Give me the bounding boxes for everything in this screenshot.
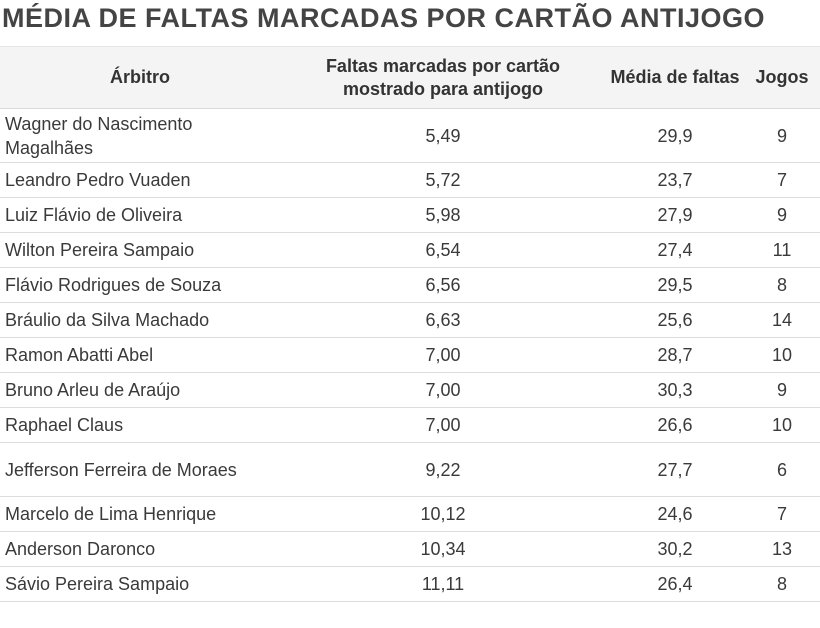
table-row: Jefferson Ferreira de Moraes 9,22 27,7 6 <box>0 443 820 497</box>
cell-jogos: 9 <box>776 125 787 146</box>
table-row: Bráulio da Silva Machado 6,63 25,6 14 <box>0 303 820 338</box>
cell-faltas-por-cartao: 6,63 <box>425 310 461 330</box>
cell-media-faltas: 27,4 <box>657 240 693 260</box>
header-faltas-por-cartao: Faltas marcadas por cartão mostrado para… <box>280 46 606 109</box>
cell-media-faltas: 30,2 <box>657 539 693 559</box>
cell-faltas-por-cartao: 5,72 <box>425 170 461 190</box>
cell-arbitro: Marcelo de Lima Henrique <box>5 504 217 524</box>
cell-arbitro: Wilton Pereira Sampaio <box>5 240 195 260</box>
table-row: Leandro Pedro Vuaden 5,72 23,7 7 <box>0 163 820 198</box>
cell-jogos: 11 <box>772 240 792 260</box>
cell-media-faltas: 27,9 <box>657 205 693 225</box>
cell-arbitro: Wagner do Nascimento Magalhães <box>5 113 193 158</box>
cell-media-faltas: 28,7 <box>657 345 693 365</box>
table-row: Raphael Claus 7,00 26,6 10 <box>0 408 820 443</box>
cell-jogos: 10 <box>771 415 793 435</box>
table-row: Luiz Flávio de Oliveira 5,98 27,9 9 <box>0 198 820 233</box>
cell-faltas-por-cartao: 7,00 <box>425 380 461 400</box>
header-row: Árbitro Faltas marcadas por cartão mostr… <box>0 46 820 109</box>
cell-jogos: 9 <box>776 380 787 400</box>
cell-arbitro: Leandro Pedro Vuaden <box>5 170 191 190</box>
table-row: Sávio Pereira Sampaio 11,11 26,4 8 <box>0 567 820 602</box>
table-row: Wilton Pereira Sampaio 6,54 27,4 11 <box>0 233 820 268</box>
table-row: Marcelo de Lima Henrique 10,12 24,6 7 <box>0 497 820 532</box>
table-row: Ramon Abatti Abel 7,00 28,7 10 <box>0 338 820 373</box>
cell-faltas-por-cartao: 6,54 <box>425 240 461 260</box>
cell-arbitro: Ramon Abatti Abel <box>5 345 154 365</box>
cell-faltas-por-cartao: 7,00 <box>425 345 461 365</box>
cell-arbitro: Sávio Pereira Sampaio <box>5 574 190 594</box>
table-row: Flávio Rodrigues de Souza 6,56 29,5 8 <box>0 268 820 303</box>
cell-faltas-por-cartao: 5,98 <box>425 205 461 225</box>
cell-faltas-por-cartao: 9,22 <box>425 459 461 480</box>
table-title: MÉDIA DE FALTAS MARCADAS POR CARTÃO ANTI… <box>2 3 765 33</box>
cell-faltas-por-cartao: 5,49 <box>425 125 461 146</box>
cell-faltas-por-cartao: 7,00 <box>425 415 461 435</box>
cell-faltas-por-cartao: 11,11 <box>421 574 465 594</box>
cell-media-faltas: 30,3 <box>657 380 693 400</box>
header-arbitro: Árbitro <box>0 46 280 109</box>
referee-fouls-table: Árbitro Faltas marcadas por cartão mostr… <box>0 46 820 602</box>
cell-arbitro: Bráulio da Silva Machado <box>5 310 210 330</box>
cell-media-faltas: 29,9 <box>657 125 693 146</box>
cell-media-faltas: 26,6 <box>657 415 693 435</box>
table-row: Anderson Daronco 10,34 30,2 13 <box>0 532 820 567</box>
header-jogos: Jogos <box>744 46 820 109</box>
cell-jogos: 9 <box>776 205 787 225</box>
cell-arbitro: Raphael Claus <box>5 415 124 435</box>
cell-jogos: 7 <box>776 170 787 190</box>
cell-jogos: 14 <box>771 310 793 330</box>
table-row: Wagner do Nascimento Magalhães 5,49 29,9 9 <box>0 109 820 163</box>
cell-jogos: 8 <box>776 574 787 594</box>
cell-faltas-por-cartao: 10,12 <box>420 504 466 524</box>
cell-arbitro: Jefferson Ferreira de Moraes <box>5 459 237 480</box>
cell-jogos: 10 <box>771 345 793 365</box>
cell-arbitro: Flávio Rodrigues de Souza <box>5 275 222 295</box>
cell-jogos: 6 <box>776 459 787 480</box>
cell-arbitro: Bruno Arleu de Araújo <box>5 380 181 400</box>
cell-jogos: 8 <box>776 275 787 295</box>
cell-arbitro: Anderson Daronco <box>5 539 156 559</box>
cell-media-faltas: 27,7 <box>657 459 693 480</box>
cell-media-faltas: 26,4 <box>657 574 693 594</box>
cell-faltas-por-cartao: 6,56 <box>425 275 461 295</box>
cell-jogos: 13 <box>771 539 793 559</box>
cell-media-faltas: 23,7 <box>657 170 693 190</box>
header-media-faltas: Média de faltas <box>606 46 744 109</box>
cell-faltas-por-cartao: 10,34 <box>420 539 466 559</box>
cell-jogos: 7 <box>776 504 787 524</box>
cell-media-faltas: 24,6 <box>657 504 693 524</box>
cell-media-faltas: 25,6 <box>657 310 693 330</box>
cell-media-faltas: 29,5 <box>657 275 693 295</box>
cell-arbitro: Luiz Flávio de Oliveira <box>5 205 183 225</box>
table-body: Wagner do Nascimento Magalhães 5,49 29,9 9 L… <box>0 109 820 602</box>
table-row: Bruno Arleu de Araújo 7,00 30,3 9 <box>0 373 820 408</box>
